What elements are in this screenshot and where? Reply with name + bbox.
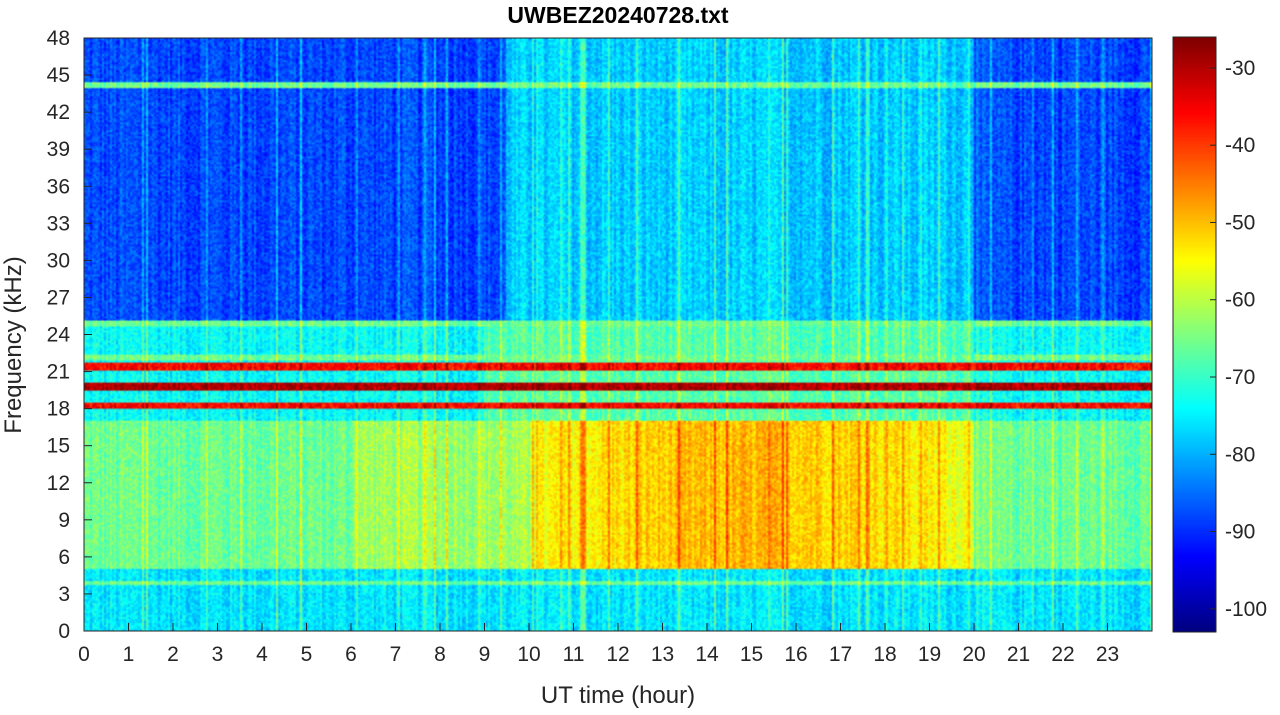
y-tick-label: 3 <box>58 583 70 606</box>
colorbar: -30 -40 -50 -60 -70 -80 -90 -100 <box>1172 36 1267 633</box>
x-tick-label: 5 <box>301 643 313 666</box>
x-axis-ticks: 0 1 2 3 4 5 6 7 8 9 10 11 12 13 14 15 16 17 18 19 20 21 22 23 <box>78 623 1119 666</box>
chart-title: UWBEZ20240728.txt <box>507 2 729 28</box>
x-tick-label: 22 <box>1051 643 1074 666</box>
x-tick-label: 13 <box>651 643 674 666</box>
x-tick-label: 3 <box>212 643 224 666</box>
x-tick-label: 7 <box>390 643 402 666</box>
x-tick-label: 10 <box>517 643 540 666</box>
x-tick-label: 16 <box>784 643 807 666</box>
x-tick-label: 11 <box>563 643 585 666</box>
x-tick-label: 9 <box>479 643 491 666</box>
x-tick-label: 20 <box>962 643 985 666</box>
x-tick-label: 6 <box>345 643 357 666</box>
colorbar-tick-label: -70 <box>1225 366 1255 389</box>
x-tick-label: 18 <box>873 643 896 666</box>
colorbar-tick-label: -50 <box>1225 211 1255 234</box>
x-tick-label: 17 <box>829 643 852 666</box>
y-tick-label: 0 <box>58 620 70 643</box>
y-tick-label: 24 <box>47 324 71 347</box>
y-tick-label: 33 <box>47 212 70 235</box>
x-tick-label: 8 <box>434 643 446 666</box>
y-tick-label: 36 <box>47 175 70 198</box>
colorbar-frame <box>1172 36 1217 633</box>
colorbar-tick-label: -30 <box>1225 57 1255 80</box>
x-tick-label: 2 <box>167 643 179 666</box>
y-tick-label: 15 <box>47 435 70 458</box>
x-axis-label: UT time (hour) <box>540 682 696 709</box>
x-tick-label: 21 <box>1007 643 1030 666</box>
x-tick-label: 12 <box>606 643 629 666</box>
y-tick-label: 9 <box>58 509 70 532</box>
y-tick-label: 27 <box>47 286 70 309</box>
y-tick-label: 42 <box>47 101 70 124</box>
x-tick-label: 19 <box>918 643 941 666</box>
colorbar-ticks: -30 -40 -50 -60 -70 -80 -90 -100 <box>1210 57 1267 621</box>
x-tick-label: 23 <box>1096 643 1119 666</box>
x-tick-label: 15 <box>740 643 763 666</box>
x-tick-label: 1 <box>123 643 135 666</box>
colorbar-tick-label: -80 <box>1225 443 1255 466</box>
plot-area: 0 1 2 3 4 5 6 7 8 9 10 11 12 13 14 15 16 17 18 19 20 21 22 23 0… <box>47 27 1153 666</box>
y-tick-label: 21 <box>47 361 70 384</box>
y-tick-label: 18 <box>47 398 70 421</box>
x-tick-label: 14 <box>695 643 719 666</box>
y-tick-label: 30 <box>47 249 70 272</box>
colorbar-tick-label: -100 <box>1225 598 1267 621</box>
colorbar-tick-label: -90 <box>1225 521 1255 544</box>
spectrogram-image <box>84 38 1152 631</box>
x-tick-label: 0 <box>78 643 90 666</box>
y-tick-label: 39 <box>47 138 70 161</box>
y-tick-label: 12 <box>47 472 70 495</box>
y-tick-label: 6 <box>58 546 70 569</box>
y-tick-label: 45 <box>47 64 70 87</box>
colorbar-tick-label: -60 <box>1225 289 1255 312</box>
colorbar-gradient <box>1173 37 1216 632</box>
y-tick-label: 48 <box>47 27 70 50</box>
colorbar-tick-label: -40 <box>1225 134 1255 157</box>
x-tick-label: 4 <box>256 643 268 666</box>
y-axis-label: Frequency (kHz) <box>0 256 27 434</box>
